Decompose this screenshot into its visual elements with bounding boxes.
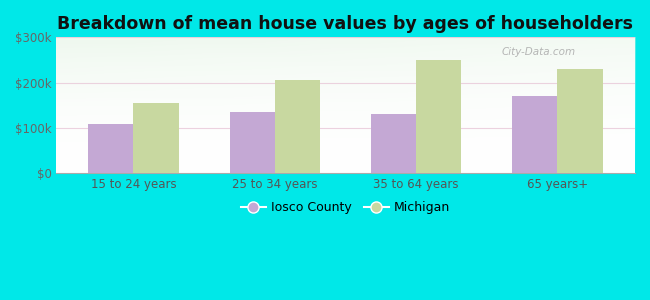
Bar — [416, 60, 462, 173]
Bar — [275, 80, 320, 173]
Bar — [133, 103, 179, 173]
Legend: Iosco County, Michigan: Iosco County, Michigan — [236, 196, 455, 219]
Bar — [370, 115, 416, 173]
Bar — [88, 124, 133, 173]
Bar — [557, 69, 603, 173]
Bar — [229, 112, 275, 173]
Text: City-Data.com: City-Data.com — [502, 47, 576, 57]
Title: Breakdown of mean house values by ages of householders: Breakdown of mean house values by ages o… — [57, 15, 633, 33]
Bar — [512, 96, 557, 173]
